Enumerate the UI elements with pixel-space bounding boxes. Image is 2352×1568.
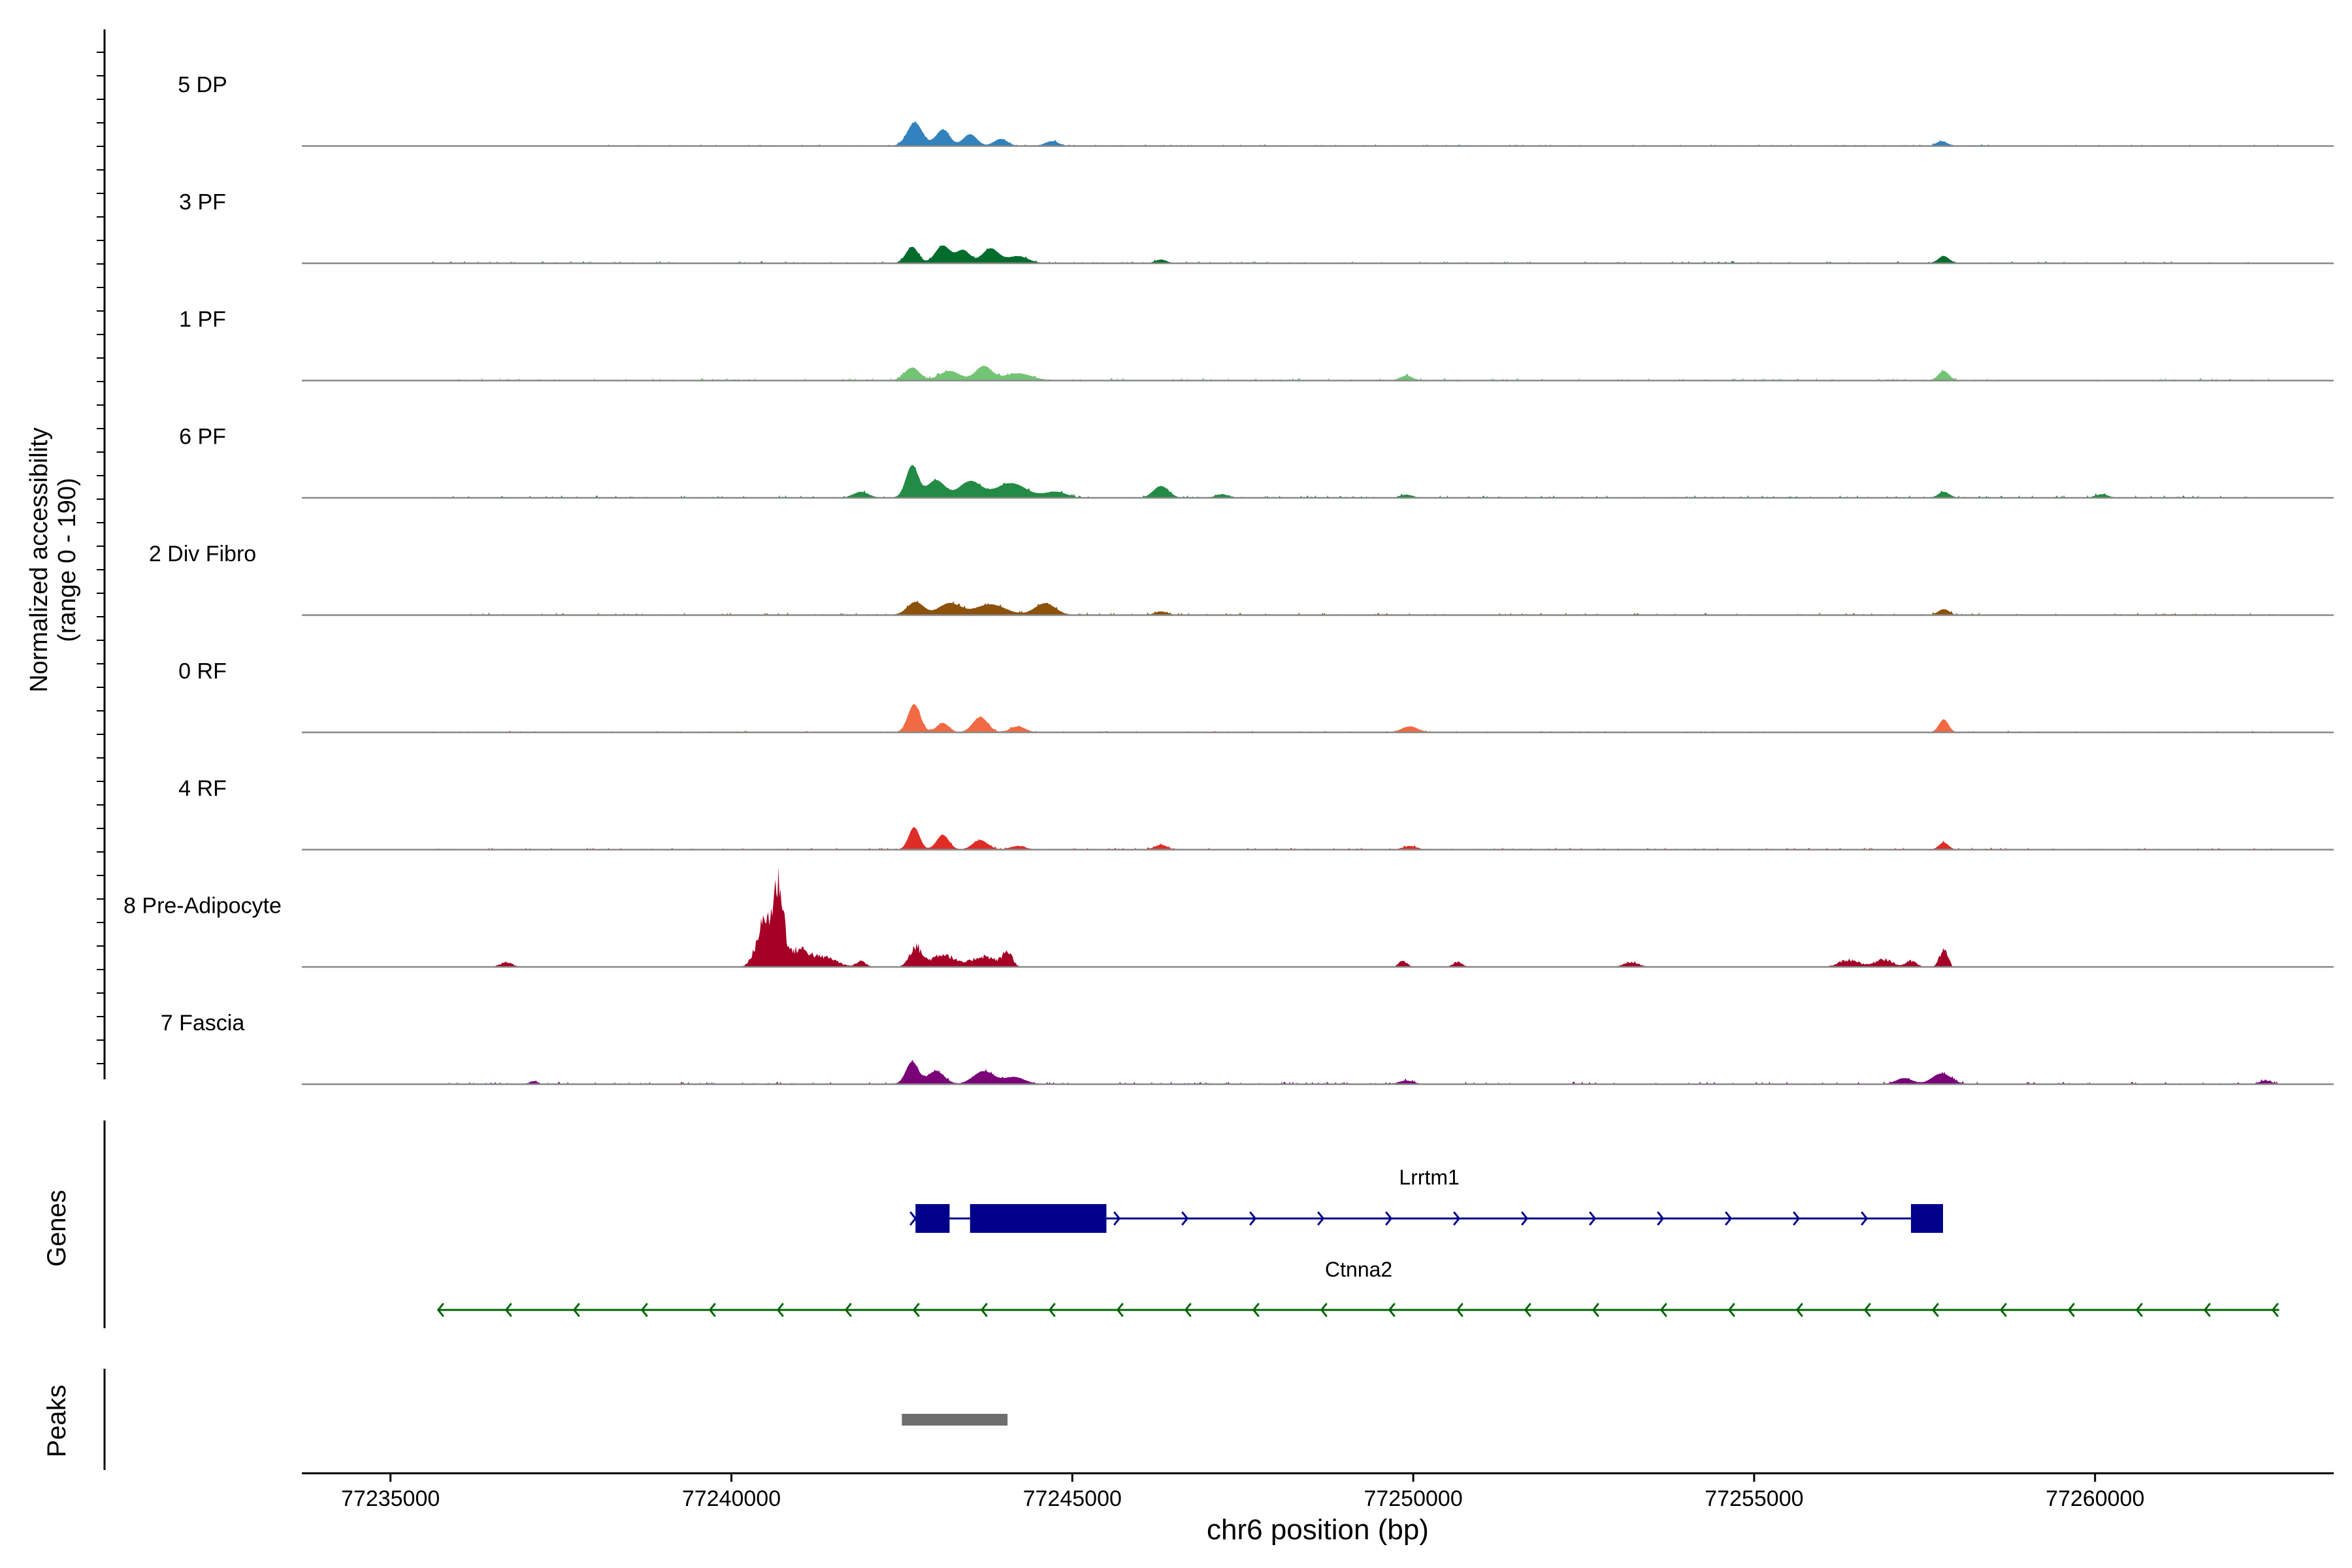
strand-arrow <box>1999 1303 2007 1317</box>
coverage-tracks: 5 DP 3 PF 1 PF 6 PF 2 Div Fibro 0 RF 4 RF 8 Pre… <box>123 73 2334 1085</box>
track-label: 5 DP <box>178 73 227 97</box>
coverage-area <box>302 867 2333 967</box>
strand-arrow <box>1249 1211 1257 1226</box>
strand-arrow <box>1592 1303 1599 1317</box>
track-8-pre-adipocyte: 8 Pre-Adipocyte <box>123 867 2334 968</box>
strand-arrow <box>640 1303 648 1317</box>
coverage-y-axis <box>97 29 106 1079</box>
strand-arrow <box>1727 1303 1735 1317</box>
coverage-area <box>302 704 2333 732</box>
strand-arrow <box>1795 1303 1803 1317</box>
x-tick-label: 77255000 <box>1705 1486 1803 1511</box>
genes-panel-label: Genes <box>42 1190 71 1267</box>
gene-ctnna2: Ctnna2 <box>436 1258 2279 1317</box>
y-axis-label-line1: Normalized accessibility <box>25 427 53 692</box>
track-2-div-fibro: 2 Div Fibro <box>149 542 2334 616</box>
strand-arrow <box>1252 1303 1260 1317</box>
coverage-area <box>302 465 2333 498</box>
track-5-dp: 5 DP <box>178 73 2334 147</box>
strand-arrow <box>1456 1303 1463 1317</box>
strand-arrow <box>504 1303 512 1317</box>
exon <box>915 1204 950 1233</box>
x-tick-label: 77240000 <box>682 1486 781 1511</box>
strand-arrow <box>912 1303 920 1317</box>
strand-arrow <box>776 1303 784 1317</box>
y-axis-label-line2: (range 0 - 190) <box>54 478 81 642</box>
strand-arrow <box>1453 1211 1461 1226</box>
peak-region <box>902 1414 1008 1426</box>
track-label: 6 PF <box>179 425 226 449</box>
strand-arrow <box>1317 1211 1325 1226</box>
gene-name: Ctnna2 <box>1325 1258 1392 1281</box>
x-tick-label: 77235000 <box>341 1486 440 1511</box>
gene-name: Lrrtm1 <box>1399 1166 1459 1189</box>
strand-arrow <box>1524 1303 1531 1317</box>
x-axis-title: chr6 position (bp) <box>1207 1514 1429 1546</box>
coverage-area <box>302 1059 2333 1085</box>
track-7-fascia: 7 Fascia <box>161 1011 2334 1085</box>
track-label: 0 RF <box>178 659 227 684</box>
strand-arrow <box>1863 1303 1871 1317</box>
track-1-pf: 1 PF <box>179 307 2334 382</box>
strand-arrow <box>909 1211 917 1226</box>
track-6-pf: 6 PF <box>179 425 2334 499</box>
coverage-area <box>302 600 2333 615</box>
track-label: 2 Div Fibro <box>149 542 256 566</box>
strand-arrow <box>1931 1303 1939 1317</box>
gene-lrrtm1: Lrrtm1 <box>909 1166 1944 1233</box>
coverage-area <box>302 827 2333 850</box>
strand-arrow <box>1181 1211 1189 1226</box>
x-tick-label: 77250000 <box>1364 1486 1462 1511</box>
track-3-pf: 3 PF <box>179 190 2334 265</box>
strand-arrow <box>1388 1303 1396 1317</box>
coverage-area <box>302 121 2333 146</box>
track-label: 7 Fascia <box>161 1011 245 1036</box>
track-label: 4 RF <box>178 776 227 801</box>
strand-arrow <box>2067 1303 2075 1317</box>
genes-track: Lrrtm1 Ctnna2 <box>436 1166 2279 1317</box>
strand-arrow <box>708 1303 716 1317</box>
strand-arrow <box>844 1303 852 1317</box>
track-label: 8 Pre-Adipocyte <box>123 894 282 919</box>
track-label: 3 PF <box>179 190 226 215</box>
exon <box>970 1204 1107 1233</box>
strand-arrow <box>1657 1211 1665 1226</box>
strand-arrow <box>980 1303 988 1317</box>
strand-arrow <box>2271 1303 2279 1317</box>
strand-arrow <box>572 1303 580 1317</box>
strand-arrow <box>1385 1211 1393 1226</box>
x-axis-ticks: 77235000 77240000 77245000 77250000 77255000… <box>341 1473 2144 1511</box>
track-0-rf: 0 RF <box>178 659 2334 734</box>
strand-arrow <box>1659 1303 1667 1317</box>
track-label: 1 PF <box>179 307 226 332</box>
coverage-area <box>302 245 2333 263</box>
exon <box>1910 1204 1944 1233</box>
strand-arrow <box>1048 1303 1056 1317</box>
x-tick-label: 77245000 <box>1023 1486 1122 1511</box>
coverage-area <box>302 365 2333 381</box>
track-4-rf: 4 RF <box>178 776 2334 851</box>
strand-arrow <box>2203 1303 2211 1317</box>
strand-arrow <box>1521 1211 1529 1226</box>
peaks-track <box>902 1414 1008 1426</box>
x-tick-label: 77260000 <box>2046 1486 2144 1511</box>
strand-arrow <box>436 1303 444 1317</box>
strand-arrow <box>1725 1211 1733 1226</box>
strand-arrow <box>1184 1303 1192 1317</box>
strand-arrow <box>1320 1303 1328 1317</box>
strand-arrow <box>1793 1211 1801 1226</box>
strand-arrow <box>1116 1303 1124 1317</box>
strand-arrow <box>1113 1211 1121 1226</box>
strand-arrow <box>2135 1303 2143 1317</box>
strand-arrow <box>1861 1211 1869 1226</box>
strand-arrow <box>1589 1211 1597 1226</box>
peaks-panel-label: Peaks <box>42 1384 71 1457</box>
